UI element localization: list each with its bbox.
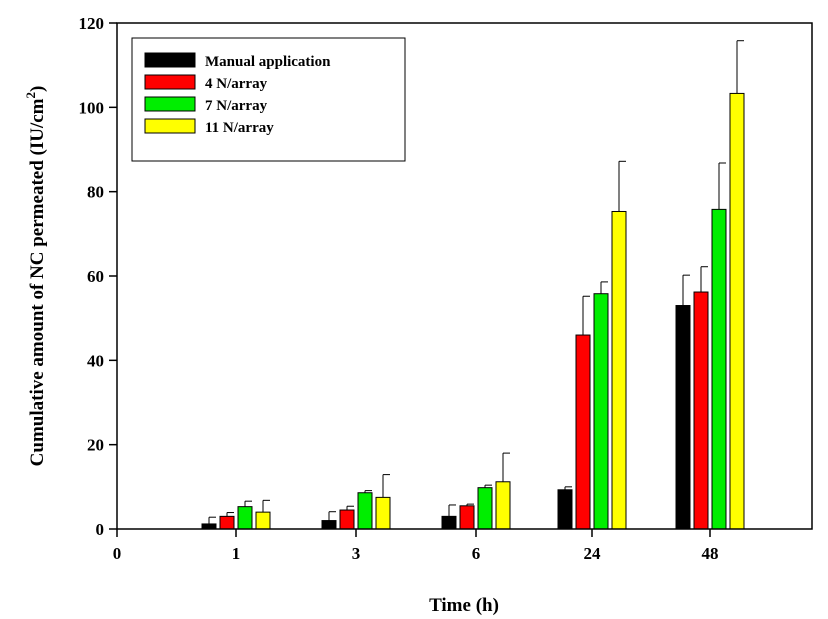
legend-label: 11 N/array — [205, 120, 274, 136]
y-tick-label: 100 — [79, 98, 105, 117]
y-axis: 0 20 40 60 80 100 120 — [79, 14, 117, 539]
legend-label: 7 N/array — [205, 98, 268, 114]
bar — [375, 496, 391, 530]
y-tick-label: 80 — [87, 183, 104, 202]
bar — [219, 515, 235, 530]
y-axis-title-main: Cumulative amount of NC permeated (IU/cm — [27, 98, 48, 466]
bar — [339, 509, 355, 530]
bar — [441, 515, 457, 530]
legend: Manual application 4 N/array 7 N/array 11 N… — [131, 37, 406, 162]
legend-swatch — [144, 96, 196, 112]
x-axis-title: Time (h) — [429, 595, 499, 616]
y-tick-label: 120 — [79, 14, 105, 33]
x-tick-label: 0 — [113, 544, 122, 563]
legend-swatch — [144, 74, 196, 90]
bar — [575, 334, 591, 530]
bar — [675, 305, 691, 530]
bar — [593, 293, 609, 530]
legend-swatch — [144, 52, 196, 68]
bar — [201, 523, 217, 530]
bar — [693, 291, 709, 530]
x-tick-label: 48 — [702, 544, 719, 563]
bar — [729, 92, 745, 530]
x-tick-label: 6 — [472, 544, 481, 563]
bar — [357, 492, 373, 530]
legend-label: Manual application — [205, 54, 331, 70]
bar — [711, 208, 727, 530]
bar — [237, 506, 253, 530]
bar — [611, 210, 627, 530]
bar — [321, 520, 337, 530]
legend-swatch — [144, 118, 196, 134]
y-tick-label: 20 — [87, 436, 104, 455]
bar — [477, 487, 493, 530]
legend-label: 4 N/array — [205, 76, 268, 92]
y-tick-label: 0 — [96, 520, 105, 539]
x-tick-label: 24 — [584, 544, 602, 563]
bar — [255, 511, 271, 530]
y-axis-title-end: ) — [27, 86, 48, 92]
y-tick-label: 60 — [87, 267, 104, 286]
x-tick-label: 1 — [232, 544, 241, 563]
x-tick-label: 3 — [352, 544, 361, 563]
y-axis-title-superscript: 2 — [23, 92, 38, 99]
y-tick-label: 40 — [87, 351, 104, 370]
chart-marks — [201, 40, 745, 530]
bar — [459, 505, 475, 530]
y-axis-title: Cumulative amount of NC permeated (IU/cm… — [23, 86, 48, 467]
x-axis: 0 1 3 6 24 48 — [113, 529, 719, 563]
bar — [557, 489, 573, 530]
bar — [495, 481, 511, 530]
